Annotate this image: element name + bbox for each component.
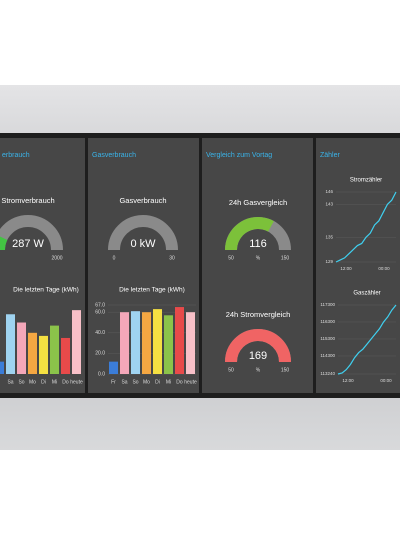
x-tick-label: 00:00 bbox=[378, 266, 390, 271]
line bbox=[335, 191, 397, 263]
bar bbox=[17, 322, 26, 374]
line-title: Stromzähler bbox=[350, 178, 382, 184]
gauge-max: 30 bbox=[169, 255, 175, 261]
gauge-max: 150 bbox=[281, 367, 290, 373]
gauge-unit: % bbox=[256, 367, 261, 373]
x-tick-label: heute bbox=[184, 379, 197, 385]
bar bbox=[39, 335, 48, 374]
panel-header: Gasverbrauch bbox=[92, 152, 136, 159]
x-tick-label: 12:00 bbox=[340, 266, 352, 271]
gauge-title: Stromverbrauch bbox=[1, 196, 54, 205]
x-tick-label: Di bbox=[155, 379, 160, 385]
x-tick-label: Mi bbox=[52, 379, 57, 385]
bar bbox=[153, 309, 162, 374]
x-tick-label: 12:00 bbox=[342, 378, 354, 383]
gauge-track bbox=[108, 215, 178, 251]
gauge-min: 50 bbox=[228, 255, 234, 261]
bar bbox=[186, 312, 195, 374]
bar bbox=[131, 311, 140, 374]
bar-title: Die letzten Tage (kWh) bbox=[119, 287, 185, 294]
bar bbox=[72, 310, 81, 374]
panel-header: Vergleich zum Vortag bbox=[206, 152, 272, 159]
bar bbox=[120, 312, 129, 374]
y-tick-label: 113240 bbox=[320, 371, 335, 376]
gauge-value: 116 bbox=[249, 238, 267, 250]
x-tick-label: So bbox=[18, 379, 24, 385]
gauge-value: 169 bbox=[249, 350, 267, 362]
x-tick-label: So bbox=[132, 379, 138, 385]
x-tick-label: Fr bbox=[111, 379, 116, 385]
x-tick-label: Do bbox=[62, 379, 69, 385]
gauge-fill bbox=[225, 217, 274, 251]
x-tick-label: Mo bbox=[29, 379, 36, 385]
x-tick-label: 00:00 bbox=[380, 378, 392, 383]
y-tick-label: 40.0 bbox=[95, 330, 105, 336]
bar bbox=[0, 361, 4, 374]
y-tick-label: 117300 bbox=[320, 302, 335, 307]
y-tick-label: 129 bbox=[325, 259, 333, 264]
gauge-fill bbox=[225, 329, 291, 363]
y-tick-label: 114300 bbox=[320, 353, 335, 358]
gauge-unit: % bbox=[256, 255, 261, 261]
y-tick-label: 135 bbox=[325, 234, 333, 239]
bar-title: Die letzten Tage (kWh) bbox=[13, 287, 79, 294]
bar bbox=[142, 312, 151, 374]
bar bbox=[6, 314, 15, 374]
y-tick-label: 115300 bbox=[320, 336, 335, 341]
gauge-value: 0 kW bbox=[130, 238, 156, 250]
y-tick-label: 146 bbox=[325, 189, 333, 194]
gauge-value: 287 W bbox=[12, 238, 44, 250]
y-tick-label: 143 bbox=[325, 202, 333, 207]
panel bbox=[202, 138, 313, 393]
bar bbox=[61, 337, 70, 374]
bar bbox=[50, 325, 59, 374]
y-tick-label: 0.0 bbox=[98, 371, 105, 377]
panel-header: erbrauch bbox=[2, 152, 30, 159]
y-tick-label: 60.0 bbox=[95, 310, 105, 316]
bar bbox=[28, 332, 37, 374]
y-tick-label: 20.0 bbox=[95, 351, 105, 357]
bar bbox=[164, 315, 173, 374]
gauge-title: Gasverbrauch bbox=[119, 196, 166, 205]
y-tick-label: 116300 bbox=[320, 319, 335, 324]
panel bbox=[316, 138, 400, 393]
gauge-max: 150 bbox=[281, 255, 290, 261]
x-tick-label: heute bbox=[70, 379, 83, 385]
gauge-min: 0 bbox=[113, 255, 116, 261]
bar bbox=[109, 361, 118, 374]
panel-header: Zähler bbox=[320, 152, 341, 159]
y-tick-label: 67.0 bbox=[95, 302, 105, 308]
line-title: Gaszähler bbox=[353, 291, 380, 297]
line bbox=[337, 304, 397, 375]
x-tick-label: Di bbox=[41, 379, 46, 385]
gauge-max: 2000 bbox=[51, 255, 62, 261]
gauge-fill bbox=[0, 236, 8, 251]
gauge-title: 24h Stromvergleich bbox=[226, 310, 291, 319]
gauge-min: 50 bbox=[228, 367, 234, 373]
gauge-title: 24h Gasvergleich bbox=[229, 198, 287, 207]
x-tick-label: Mo bbox=[143, 379, 150, 385]
x-tick-label: Do bbox=[176, 379, 183, 385]
x-tick-label: Sa bbox=[7, 379, 13, 385]
x-tick-label: Mi bbox=[166, 379, 171, 385]
x-tick-label: Sa bbox=[121, 379, 127, 385]
bar bbox=[175, 307, 184, 374]
